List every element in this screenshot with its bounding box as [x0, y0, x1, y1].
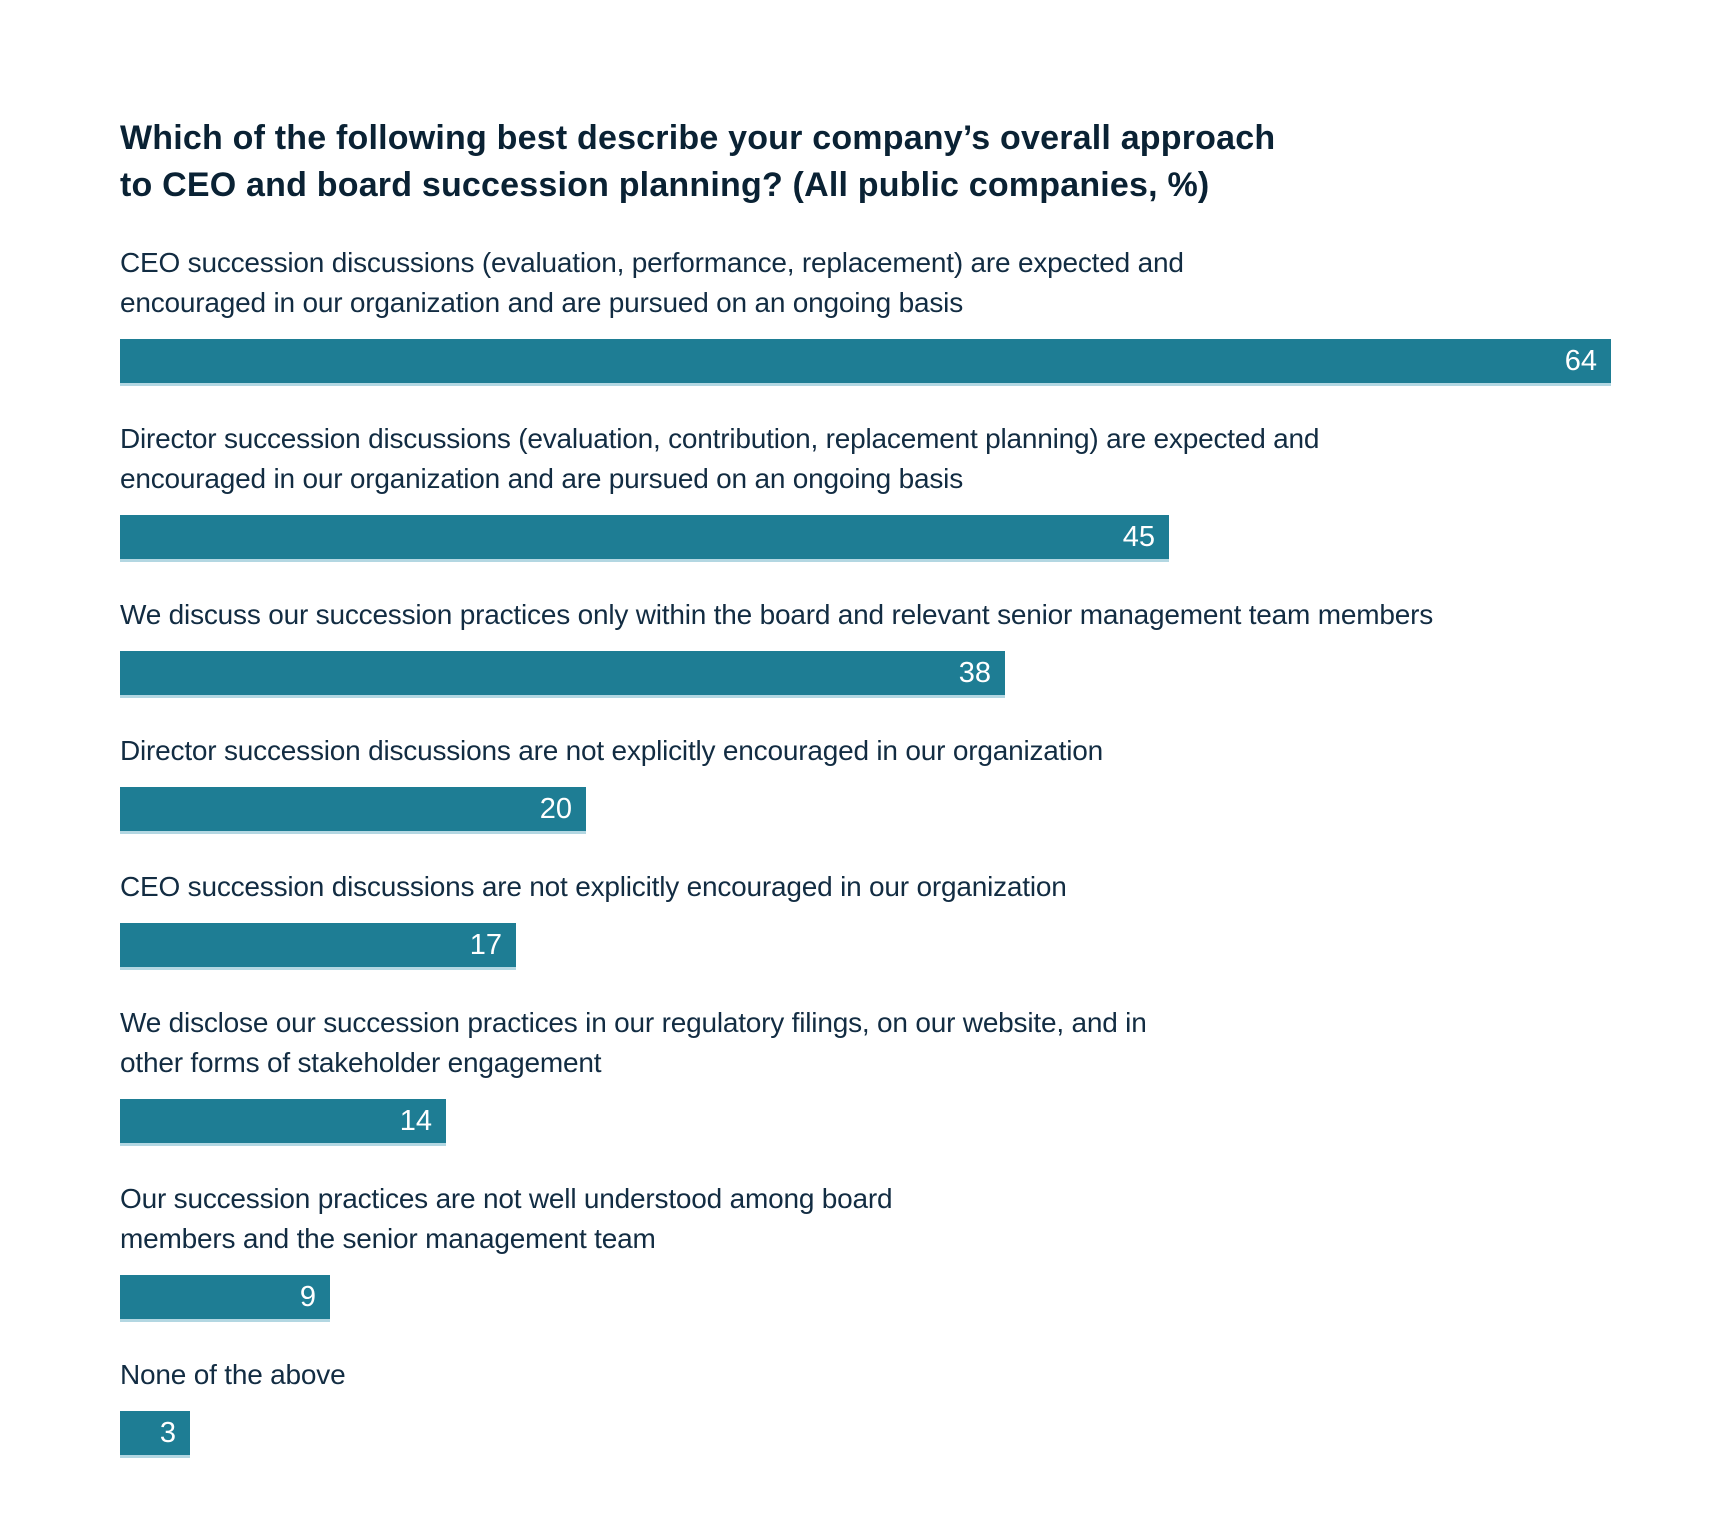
bar-row: We disclose our succession practices in … — [120, 1003, 1679, 1146]
bar: 45 — [120, 515, 1169, 562]
bar-value-label: 9 — [299, 1280, 316, 1313]
bar-label: CEO succession discussions are not expli… — [120, 871, 1067, 902]
bar: 38 — [120, 651, 1005, 698]
bar: 64 — [120, 339, 1611, 386]
bar: 9 — [120, 1275, 330, 1322]
bar-label: None of the above — [120, 1359, 346, 1390]
bar-label: Director succession discussions (evaluat… — [120, 423, 1320, 494]
bar-row: CEO succession discussions (evaluation, … — [120, 243, 1679, 386]
bar-row: Director succession discussions (evaluat… — [120, 419, 1679, 562]
bar-label: We discuss our succession practices only… — [120, 599, 1434, 630]
bar-row: None of the above 3 — [120, 1355, 1679, 1458]
bar-label: CEO succession discussions (evaluation, … — [120, 247, 1184, 318]
bar-value-label: 64 — [1564, 344, 1597, 377]
bar-label: Our succession practices are not well un… — [120, 1183, 893, 1254]
bar-value-label: 3 — [159, 1416, 176, 1449]
bar: 14 — [120, 1099, 446, 1146]
bar-row: Director succession discussions are not … — [120, 731, 1679, 834]
bar-label: We disclose our succession practices in … — [120, 1007, 1147, 1078]
bar-value-label: 38 — [958, 656, 991, 689]
bar: 17 — [120, 923, 516, 970]
bar-label: Director succession discussions are not … — [120, 735, 1103, 766]
bar-row: CEO succession discussions are not expli… — [120, 867, 1679, 970]
bar-row: Our succession practices are not well un… — [120, 1179, 1679, 1322]
chart-title-line-1: Which of the following best describe you… — [120, 119, 1276, 157]
bar: 20 — [120, 787, 586, 834]
bar-value-label: 20 — [539, 792, 572, 825]
bar-value-label: 14 — [399, 1104, 432, 1137]
bar-row: We discuss our succession practices only… — [120, 595, 1679, 698]
chart-title: Which of the following best describe you… — [120, 115, 1679, 209]
bar: 3 — [120, 1411, 190, 1458]
chart-title-line-2: to CEO and board succession planning? (A… — [120, 166, 1210, 204]
bar-value-label: 17 — [469, 928, 502, 961]
bar-value-label: 45 — [1122, 520, 1155, 553]
